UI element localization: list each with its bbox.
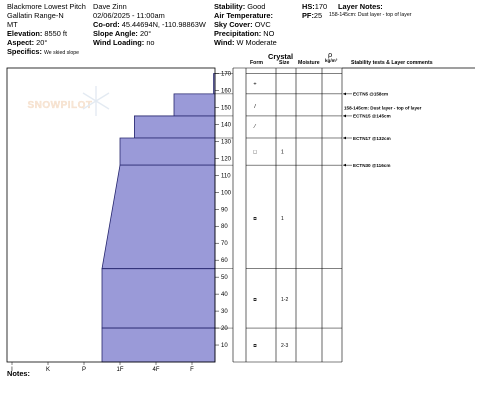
watermark-text: SNOWPILOT xyxy=(27,100,92,111)
mountain-range: Gallatin Range-N xyxy=(7,11,64,20)
snow-layer xyxy=(173,93,216,117)
height-tick-label: 30 xyxy=(221,309,228,315)
header-stability-tests: Stability tests & Layer comments xyxy=(351,60,433,66)
layer-notes-value: 158-145cm: Dust layer - top of layer xyxy=(329,12,412,18)
header-rho-unit: kg/m³ xyxy=(325,58,338,63)
height-tick-label: 130 xyxy=(221,139,232,145)
header-size: Size xyxy=(279,60,290,66)
crystal-form-symbol: ⧈ xyxy=(253,297,257,303)
arrow-left-icon xyxy=(343,92,346,96)
height-tick-label: 70 xyxy=(221,241,228,247)
snow-layer xyxy=(101,327,216,363)
height-axis: 10 20 30 40 50 60 70 80 90 100 110 120 130 140 150 160 1… xyxy=(215,72,232,349)
crystal-form-symbol: ⧈ xyxy=(253,343,257,349)
observer: Dave Zinn xyxy=(93,2,127,11)
sky-cover: Sky Cover: OVC xyxy=(214,20,271,29)
state: MT xyxy=(7,20,18,29)
crystal-size: 1-2 xyxy=(281,297,288,303)
specifics: Specifics: We skied slope xyxy=(7,47,80,56)
height-tick-label: 40 xyxy=(221,292,228,298)
height-tick-label: 50 xyxy=(221,275,228,281)
hardness-tick-label: F xyxy=(190,367,194,373)
plot-frame xyxy=(6,67,216,363)
layer-comment: 158-145cm: Dust layer - top of layer xyxy=(344,105,422,110)
crystal-form-symbol: ⧈ xyxy=(253,216,257,222)
crystal-form-symbol: □ xyxy=(253,150,257,156)
wind: Wind: W Moderate xyxy=(214,38,277,47)
crystal-size: 2-3 xyxy=(281,343,288,349)
header-moisture: Moisture xyxy=(298,60,320,66)
crystal-size: 1 xyxy=(281,216,284,222)
aspect: Aspect: 20° xyxy=(7,38,48,47)
header-form: Form xyxy=(250,60,263,66)
height-tick-label: 20 xyxy=(221,326,228,332)
wind-loading: Wind Loading: no xyxy=(93,38,155,47)
height-tick-label: 90 xyxy=(221,207,228,213)
hardness-tick-label: P xyxy=(82,367,86,373)
height-tick-label: 100 xyxy=(221,190,232,196)
crystal-form-symbol: ⁄ xyxy=(253,124,257,130)
snowflake-icon xyxy=(82,86,110,116)
stability-test-label: ECTN17 @132cm xyxy=(353,136,391,141)
hardness-tick-label: 1F xyxy=(116,367,123,373)
hardness-profile xyxy=(101,73,216,363)
snow-layer xyxy=(101,164,216,270)
crystal-form-symbol: / xyxy=(254,104,256,110)
snow-layer xyxy=(133,115,216,139)
hardness-tick-label: 4F xyxy=(152,367,159,373)
height-tick-label: 170 xyxy=(221,72,232,78)
snowpilot-watermark: SNOWPILOT xyxy=(27,86,110,116)
arrow-left-icon xyxy=(343,136,346,140)
height-tick-label: 60 xyxy=(221,258,228,264)
crystal-table: + / ⁄ □ 1 ⧈ 1 ⧈ 1-2 ⧈ 2-3 xyxy=(253,82,289,349)
height-tick-label: 110 xyxy=(221,173,231,179)
profile-grid xyxy=(6,67,475,363)
snow-height: HS:170 xyxy=(302,2,328,11)
height-tick-label: 150 xyxy=(221,105,232,111)
header-crystal: Crystal xyxy=(268,52,294,61)
elevation: Elevation: 8550 ft xyxy=(7,29,67,38)
header-rho: ρ xyxy=(328,50,333,59)
arrow-left-icon xyxy=(343,163,346,167)
crystal-form-symbol: + xyxy=(253,82,256,88)
stability-test-label: ECTN30 @116cm xyxy=(353,163,390,168)
coordinates: Co-ord: 45.44694N, -110.98863W xyxy=(93,20,206,29)
height-tick-label: 80 xyxy=(221,224,228,230)
height-tick-label: 140 xyxy=(221,122,232,128)
snow-layer xyxy=(101,268,216,329)
slope-angle: Slope Angle: 20° xyxy=(93,29,152,38)
precipitation: Precipitation: NO xyxy=(214,29,275,38)
location-name: Blackmore Lowest Pitch xyxy=(7,2,86,11)
height-tick-label: 10 xyxy=(221,343,228,349)
arrow-left-icon xyxy=(343,114,346,118)
air-temperature: Air Temperature: xyxy=(214,11,274,20)
notes-label: Notes: xyxy=(7,369,30,378)
penetration-foot: PF:25 xyxy=(302,11,323,20)
stability-test-label: ECTN15 @145cm xyxy=(353,114,391,119)
hardness-tick-label: K xyxy=(46,367,50,373)
stability-tests: ECTN5 @158cm ECTN15 @145cm ECTN17 @132cm EC… xyxy=(343,92,422,168)
snow-layer xyxy=(119,137,216,166)
date-time: 02/06/2025 - 11:00am xyxy=(93,11,165,20)
layer-notes-label: Layer Notes: xyxy=(338,2,383,11)
height-tick-label: 160 xyxy=(221,88,232,94)
stability-test-label: ECTN5 @158cm xyxy=(353,92,388,97)
height-tick-label: 120 xyxy=(221,156,232,162)
hardness-axis: I K P 1F 4F F xyxy=(11,362,194,373)
stability: Stability: Good xyxy=(214,2,266,11)
hardness-tick-label: I xyxy=(11,367,13,373)
crystal-size: 1 xyxy=(281,150,284,156)
